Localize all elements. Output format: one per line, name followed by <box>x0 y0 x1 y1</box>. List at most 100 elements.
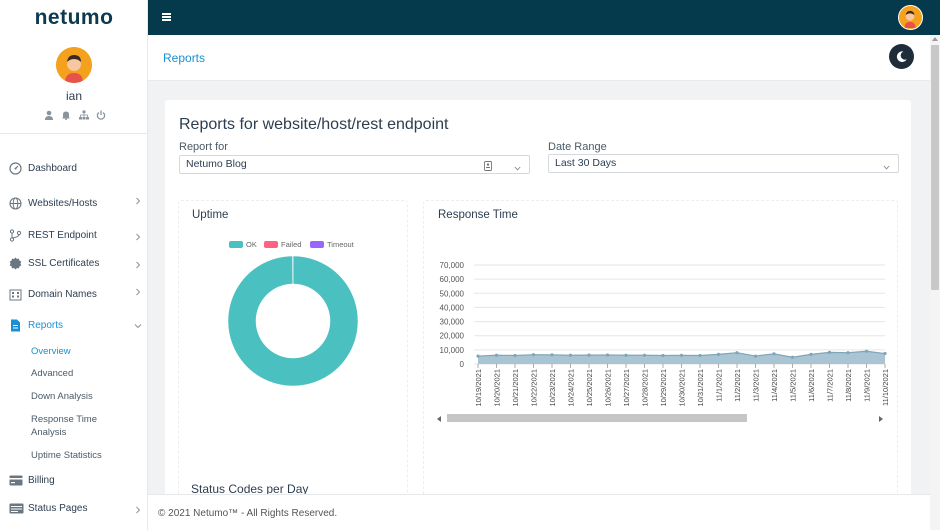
chevron-down-icon <box>514 161 521 171</box>
data-point[interactable] <box>790 355 795 359</box>
submenu-item-overview[interactable]: Overview <box>31 346 71 357</box>
x-tick-label: 10/19/2021 <box>474 369 483 407</box>
netumo-logo[interactable]: netumo <box>34 6 114 29</box>
page-title: Reports for website/host/rest endpoint <box>179 116 449 133</box>
chevron-right-icon <box>134 506 142 514</box>
legend-ok[interactable]: OK <box>229 240 257 249</box>
response-time-panel: Response Time <box>423 200 898 530</box>
sidebar-item-rest-endpoint[interactable]: REST Endpoint <box>0 225 147 247</box>
dark-mode-toggle[interactable] <box>889 44 914 69</box>
sidebar-divider <box>0 133 147 134</box>
page-scrollbar[interactable] <box>930 35 940 530</box>
chevron-down-icon <box>134 322 142 330</box>
profile-icon[interactable] <box>44 108 54 120</box>
dashboard-icon <box>9 162 22 175</box>
data-point[interactable] <box>698 353 702 358</box>
scroll-up-arrow-icon[interactable] <box>932 37 938 41</box>
sidebar-item-dashboard[interactable]: Dashboard <box>0 158 147 180</box>
copyright-text: © 2021 Netumo™ - All Rights Reserved. <box>158 508 338 519</box>
x-tick-label: 11/7/2021 <box>826 369 835 402</box>
sidebar-item-reports[interactable]: Reports <box>0 315 147 337</box>
x-tick-label: 10/30/2021 <box>678 369 687 407</box>
data-point[interactable] <box>568 353 573 357</box>
data-point[interactable] <box>494 353 499 357</box>
top-bar <box>148 0 940 35</box>
sidebar-item-label: Dashboard <box>28 163 77 174</box>
x-tick-label: 10/29/2021 <box>659 369 668 407</box>
data-point[interactable] <box>624 353 628 357</box>
x-tick-label: 11/3/2021 <box>752 369 761 402</box>
data-point[interactable] <box>661 353 665 358</box>
scroll-right-arrow-icon[interactable] <box>879 416 883 422</box>
date-range-select[interactable]: Last 30 Days <box>548 154 899 173</box>
data-point[interactable] <box>883 351 887 356</box>
data-point[interactable] <box>476 354 480 358</box>
submenu-item-uptime-statistics[interactable]: Uptime Statistics <box>31 450 102 461</box>
data-point[interactable] <box>846 351 850 355</box>
sidebar: netumo ian Dashboard Websites/Hosts REST… <box>0 0 148 530</box>
chart-horizontal-scrollbar[interactable] <box>437 413 887 423</box>
legend-ok-label: OK <box>246 240 257 249</box>
submenu-item-response-time-analysis[interactable]: Response Time Analysis <box>31 414 98 438</box>
sidebar-item-label: Status Pages <box>28 503 88 514</box>
data-point[interactable] <box>550 353 554 357</box>
chevron-right-icon <box>134 197 142 205</box>
data-point[interactable] <box>587 353 591 357</box>
data-point[interactable] <box>809 352 813 356</box>
username: ian <box>65 89 82 103</box>
status-page-icon <box>9 502 24 515</box>
data-point[interactable] <box>513 353 517 358</box>
status-codes-title: Status Codes per Day <box>191 482 309 496</box>
sidebar-item-label: Billing <box>28 475 55 486</box>
data-point[interactable] <box>827 350 832 355</box>
x-tick-label: 10/24/2021 <box>567 369 576 407</box>
breadcrumb[interactable]: Reports <box>163 51 206 65</box>
chart-scrollbar-thumb[interactable] <box>447 414 747 422</box>
x-tick-label: 10/28/2021 <box>641 369 650 407</box>
data-point[interactable] <box>864 349 869 353</box>
sidebar-item-ssl-certificates[interactable]: SSL Certificates <box>0 253 147 275</box>
submenu-item-advanced[interactable]: Advanced <box>31 368 74 379</box>
x-tick-label: 10/21/2021 <box>511 369 520 407</box>
x-tick-label: 10/27/2021 <box>622 369 631 407</box>
y-tick-label: 20,000 <box>440 332 465 341</box>
bell-icon[interactable] <box>61 108 71 121</box>
scrollbar-thumb[interactable] <box>931 45 939 290</box>
x-tick-label: 10/20/2021 <box>493 369 502 407</box>
sidebar-item-domain-names[interactable]: Domain Names <box>0 284 147 306</box>
data-point[interactable] <box>605 353 610 357</box>
y-tick-label: 10,000 <box>440 346 465 355</box>
reports-card: Reports for website/host/rest endpoint R… <box>165 100 911 530</box>
data-point[interactable] <box>753 354 758 358</box>
x-tick-label: 10/26/2021 <box>604 369 613 407</box>
page-header: Reports <box>148 35 930 81</box>
chevron-right-icon <box>134 233 142 241</box>
billing-icon <box>9 474 23 487</box>
top-user-avatar[interactable] <box>898 5 923 30</box>
donut-slice-ok[interactable] <box>227 255 359 387</box>
sidebar-item-status-pages[interactable]: Status Pages <box>0 498 147 520</box>
y-tick-label: 70,000 <box>440 261 465 270</box>
report-for-select[interactable]: Netumo Blog <box>179 155 530 174</box>
branch-icon <box>9 229 22 242</box>
user-avatar[interactable] <box>56 47 92 83</box>
power-icon[interactable] <box>96 108 106 120</box>
data-point[interactable] <box>531 353 536 357</box>
data-point[interactable] <box>642 353 647 357</box>
response-time-title: Response Time <box>438 209 518 221</box>
moon-icon <box>896 51 907 62</box>
data-point[interactable] <box>716 352 721 356</box>
legend-timeout[interactable]: Timeout <box>310 240 354 249</box>
sitemap-icon[interactable] <box>78 108 89 120</box>
submenu-item-down-analysis[interactable]: Down Analysis <box>31 391 93 402</box>
data-point[interactable] <box>679 353 684 357</box>
sidebar-item-websites-hosts[interactable]: Websites/Hosts <box>0 193 147 215</box>
sidebar-item-billing[interactable]: Billing <box>0 470 147 492</box>
legend-failed[interactable]: Failed <box>264 240 301 249</box>
data-point[interactable] <box>735 351 739 355</box>
x-tick-label: 11/8/2021 <box>844 369 853 402</box>
chevron-down-icon <box>883 160 890 170</box>
hamburger-menu-icon[interactable] <box>162 13 171 21</box>
data-point[interactable] <box>772 352 776 356</box>
scroll-left-arrow-icon[interactable] <box>437 416 441 422</box>
